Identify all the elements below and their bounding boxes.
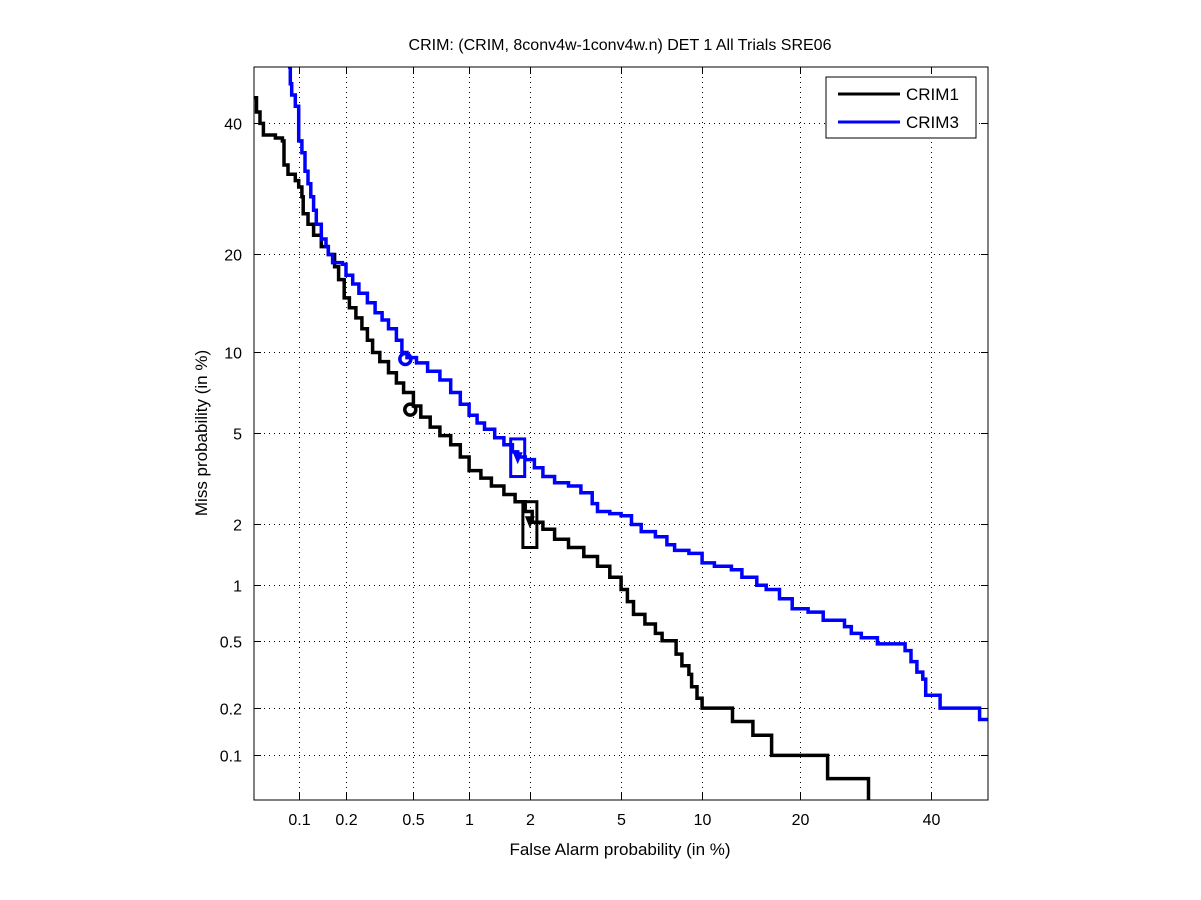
x-tick-label: 5 bbox=[617, 812, 626, 829]
marker-box-crim1 bbox=[521, 500, 539, 550]
x-tick-label: 1 bbox=[465, 812, 474, 829]
x-tick-label: 0.5 bbox=[402, 812, 424, 829]
grid bbox=[254, 67, 988, 800]
marker-triangle-crim3 bbox=[512, 452, 523, 465]
chart-title: CRIM: (CRIM, 8conv4w-1conv4w.n) DET 1 Al… bbox=[409, 37, 832, 54]
x-tick-label: 0.1 bbox=[288, 812, 310, 829]
legend: CRIM1 CRIM3 bbox=[825, 76, 977, 139]
y-tick-label: 0.1 bbox=[220, 749, 242, 766]
y-tick-label: 10 bbox=[224, 346, 242, 363]
y-tick-label: 20 bbox=[224, 248, 242, 265]
marker-circle-crim1 bbox=[403, 402, 418, 417]
y-tick-label: 0.5 bbox=[220, 635, 242, 652]
y-tick-label: 40 bbox=[224, 117, 242, 134]
marker-circle-crim3 bbox=[398, 351, 413, 367]
x-axis: 0.1 0.2 0.5 1 2 5 10 20 40 bbox=[288, 67, 941, 829]
marker-box-crim3 bbox=[509, 437, 527, 479]
marker-triangle-crim1 bbox=[524, 516, 535, 529]
x-tick-label: 20 bbox=[792, 812, 810, 829]
legend-label-crim3: CRIM3 bbox=[906, 113, 959, 132]
y-axis: 0.1 0.2 0.5 1 2 5 10 20 40 bbox=[220, 117, 988, 766]
x-axis-label: False Alarm probability (in %) bbox=[509, 840, 730, 859]
det-curve-crim1 bbox=[254, 96, 871, 800]
y-tick-label: 5 bbox=[233, 427, 242, 444]
legend-label-crim1: CRIM1 bbox=[906, 85, 959, 104]
x-tick-label: 40 bbox=[923, 812, 941, 829]
y-tick-label: 0.2 bbox=[220, 702, 242, 719]
y-tick-label: 2 bbox=[233, 518, 242, 535]
x-tick-label: 0.2 bbox=[335, 812, 357, 829]
y-tick-label: 1 bbox=[233, 579, 242, 596]
curves bbox=[254, 67, 988, 800]
x-tick-label: 2 bbox=[526, 812, 535, 829]
y-axis-label: Miss probability (in %) bbox=[192, 350, 211, 516]
x-tick-label: 10 bbox=[694, 812, 712, 829]
legend-box bbox=[825, 76, 977, 139]
